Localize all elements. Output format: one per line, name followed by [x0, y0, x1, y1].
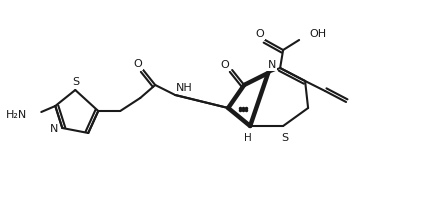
Text: O: O: [134, 59, 143, 69]
Text: OH: OH: [309, 29, 326, 39]
Text: H₂N: H₂N: [6, 110, 27, 120]
Text: NH: NH: [176, 83, 193, 93]
Text: O: O: [256, 29, 264, 39]
Text: H: H: [244, 133, 252, 143]
Text: S: S: [72, 77, 80, 87]
Text: O: O: [221, 60, 229, 70]
Text: N: N: [50, 124, 58, 134]
Text: S: S: [282, 133, 289, 143]
Text: N: N: [268, 60, 276, 70]
